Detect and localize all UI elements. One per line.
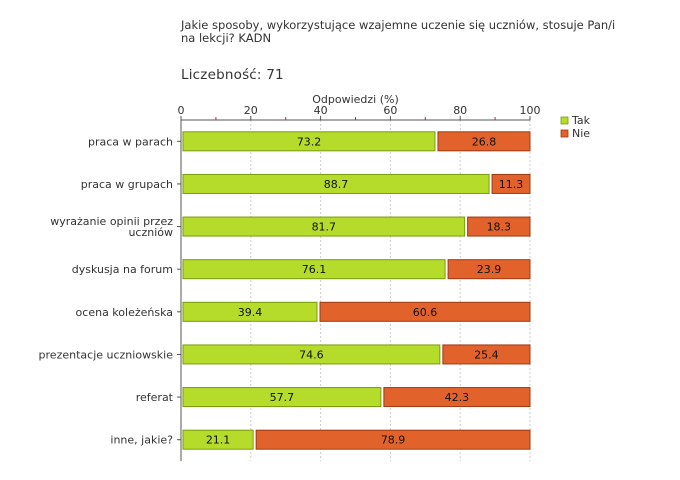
bar-nie-0 — [437, 131, 531, 152]
bar-nie-2 — [467, 216, 531, 237]
bar-tak-1 — [182, 173, 490, 194]
data-label-tak-3: 76.1 — [302, 263, 327, 276]
data-label-nie-4: 60.6 — [413, 306, 438, 319]
legend-swatch-nie — [560, 129, 569, 138]
sample-size-value: 71 — [266, 67, 284, 83]
data-label-tak-2: 81.7 — [312, 221, 337, 234]
x-tick-label-0: 0 — [178, 104, 185, 117]
sample-size-label: Liczebność: — [181, 67, 262, 83]
bar-tak-0 — [182, 131, 436, 152]
data-label-nie-7: 78.9 — [381, 434, 406, 447]
data-label-tak-1: 88.7 — [324, 178, 349, 191]
legend-label-nie: Nie — [572, 127, 590, 140]
data-label-tak-4: 39.4 — [238, 306, 263, 319]
x-tick-label-100: 100 — [520, 104, 541, 117]
bar-tak-3 — [182, 259, 446, 280]
category-label-2: wyrażanie opinii przez uczniów — [50, 215, 173, 239]
category-label-6: referat — [136, 391, 174, 404]
legend-swatch-tak — [560, 116, 569, 125]
data-label-tak-6: 57.7 — [270, 391, 295, 404]
chart-title: Jakie sposoby, wykorzystujące wzajemne u… — [181, 18, 616, 45]
bar-nie-5 — [442, 344, 531, 365]
legend-label-tak: Tak — [571, 114, 591, 127]
data-label-nie-1: 11.3 — [499, 178, 524, 191]
category-label-4: ocena koleżeńska — [76, 306, 173, 319]
category-label-7: inne, jakie? — [110, 434, 173, 447]
bar-tak-2 — [182, 216, 466, 237]
bar-tak-6 — [182, 387, 382, 408]
x-axis-title: Odpowiedzi (%) — [312, 93, 399, 106]
data-label-tak-7: 21.1 — [206, 434, 231, 447]
data-label-nie-5: 25.4 — [474, 348, 499, 361]
x-tick-label-60: 60 — [383, 104, 397, 117]
bar-tak-7 — [182, 429, 254, 450]
category-label-3: dyskusja na forum — [72, 263, 173, 276]
bar-nie-3 — [447, 259, 531, 280]
sample-size: Liczebność: 71 — [181, 67, 284, 83]
bar-nie-4 — [319, 301, 531, 322]
data-label-tak-5: 74.6 — [299, 348, 324, 361]
bar-nie-7 — [255, 429, 531, 450]
bar-tak-4 — [182, 301, 318, 322]
data-label-nie-6: 42.3 — [445, 391, 470, 404]
data-label-nie-0: 26.8 — [472, 135, 497, 148]
bar-nie-1 — [491, 173, 531, 194]
category-label-1: praca w grupach — [81, 178, 173, 191]
data-label-nie-3: 23.9 — [477, 263, 502, 276]
bar-nie-6 — [383, 387, 531, 408]
x-tick-label-20: 20 — [244, 104, 258, 117]
bar-tak-5 — [182, 344, 441, 365]
category-label-5: prezentacje uczniowskie — [39, 348, 174, 361]
x-tick-label-80: 80 — [453, 104, 467, 117]
x-tick-label-40: 40 — [314, 104, 328, 117]
category-label-0: praca w parach — [88, 135, 173, 148]
data-label-nie-2: 18.3 — [487, 221, 512, 234]
data-label-tak-0: 73.2 — [297, 135, 322, 148]
